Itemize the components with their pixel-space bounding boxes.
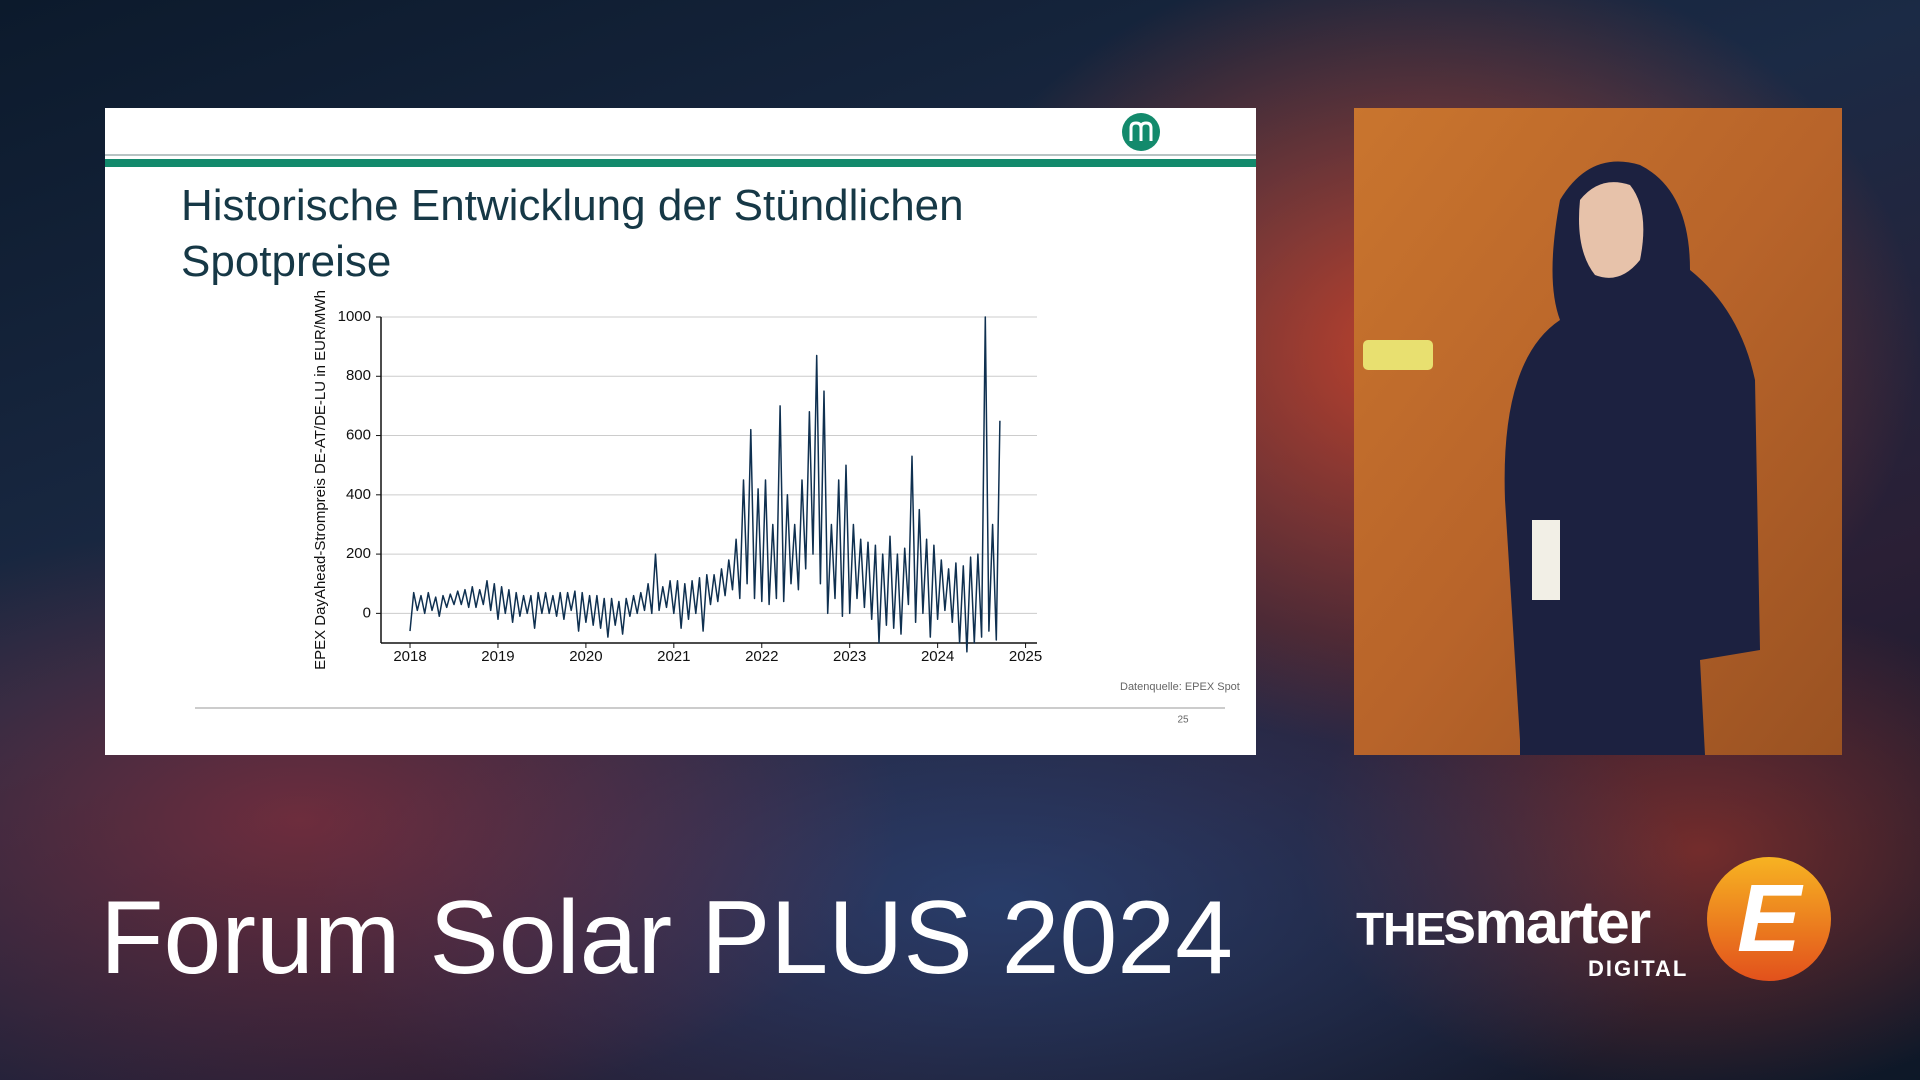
x-tick-label: 2020 <box>569 648 602 665</box>
y-tick-label: 1000 <box>338 308 371 325</box>
price-line <box>409 316 1001 653</box>
brand-e-logo: E <box>1707 857 1831 981</box>
source: Datenquelle: EPEX Spot <box>1120 681 1240 693</box>
speaker-device <box>1363 340 1433 370</box>
speaker-figure <box>1504 161 1760 755</box>
y-tick-label: 200 <box>346 545 371 562</box>
y-tick-label: 800 <box>346 367 371 384</box>
x-tick-label: 2018 <box>393 648 426 665</box>
x-tick-label: 2022 <box>745 648 778 665</box>
brand-digital: DIGITAL <box>1588 956 1689 981</box>
slide-logo-mark <box>1129 121 1153 141</box>
slide <box>105 108 1256 755</box>
x-tick-label: 2023 <box>833 648 866 665</box>
y-tick-label: 0 <box>363 604 371 621</box>
x-tick-label: 2024 <box>921 648 954 665</box>
y-axis-label: EPEX DayAhead-Strompreis DE-AT/DE-LU in … <box>312 290 329 670</box>
page-number: 25 <box>1177 715 1189 726</box>
x-tick-label: 2021 <box>657 648 690 665</box>
x-tick-label: 2025 <box>1009 648 1042 665</box>
event-title: Forum Solar PLUS 2024 <box>100 880 1233 996</box>
slide-band <box>105 159 1256 167</box>
slide-title: Historische Entwicklung der Stündlichen … <box>181 181 964 286</box>
speaker-badge <box>1532 520 1560 600</box>
x-tick-label: 2019 <box>481 648 514 665</box>
brand-the: THE <box>1356 903 1446 955</box>
speaker-face <box>1579 182 1644 278</box>
y-tick-label: 600 <box>346 427 371 444</box>
y-tick-label: 400 <box>346 486 371 503</box>
brand-smarter: smarter <box>1443 889 1651 956</box>
